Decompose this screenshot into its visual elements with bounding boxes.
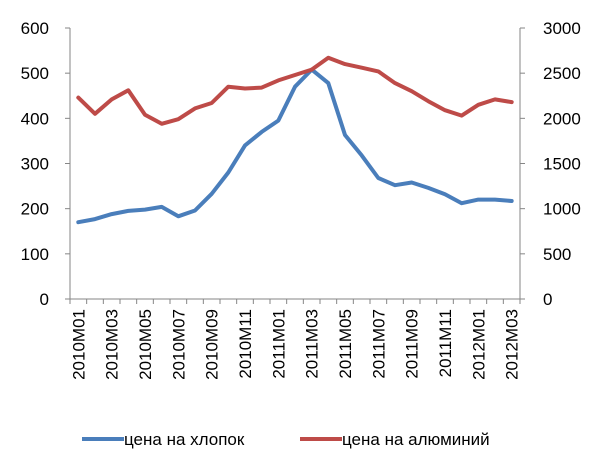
x-axis-tick-labels: 2010M01 2010M03 2010M05 2010M07 2010M09 2010M… [69,309,521,380]
x-axis-tick-label: 2010M07 [169,309,188,380]
series-line-1 [76,67,514,225]
plot-area [65,27,525,304]
left-axis-tick-label: 600 [21,19,49,38]
x-axis-tick-label: 2010M11 [236,309,255,379]
right-axis-tick-label: 2000 [543,109,581,128]
left-axis-tick-label: 400 [21,109,49,128]
left-axis-tick-labels: 0 100 200 300 400 500 600 [21,19,49,309]
x-axis-tick-label: 2010M05 [136,309,155,380]
series-layer [76,55,514,225]
left-axis-tick-label: 300 [21,155,49,174]
right-axis-tick-labels: 0 500 1000 1500 2000 2500 3000 [543,19,581,309]
x-axis-tick-label: 2011M11 [436,309,455,377]
x-axis-tick-label: 2011M01 [269,309,288,379]
right-axis-tick-label: 1000 [543,200,581,219]
x-axis-tick-label: 2010M09 [203,309,222,380]
right-axis-tick-label: 1500 [543,155,581,174]
x-axis-tick-label: 2011M05 [336,309,355,379]
left-axis-tick-label: 0 [40,290,49,309]
left-axis-tick-label: 100 [21,245,49,264]
legend: цена на хлопок цена на алюминий [82,430,490,449]
left-axis-tick-label: 200 [21,200,49,219]
x-axis-tick-label: 2010M01 [69,309,88,380]
right-axis-tick-label: 3000 [543,19,581,38]
right-axis-tick-label: 0 [543,290,552,309]
x-axis-tick-label: 2011M07 [369,309,388,379]
right-axis-tick-label: 500 [543,245,571,264]
legend-label-2: цена на алюминий [342,430,490,449]
x-axis-tick-label: 2012M01 [469,309,488,380]
left-axis-tick-label: 500 [21,64,49,83]
series-line-2 [76,55,514,126]
x-axis-tick-label: 2011M03 [303,309,322,379]
legend-label-1: цена на хлопок [124,430,245,449]
x-axis-tick-label: 2010M03 [103,309,122,380]
x-axis-tick-label: 2011M09 [403,309,422,379]
right-axis-tick-label: 2500 [543,64,581,83]
x-axis-tick-label: 2012M03 [503,309,522,380]
